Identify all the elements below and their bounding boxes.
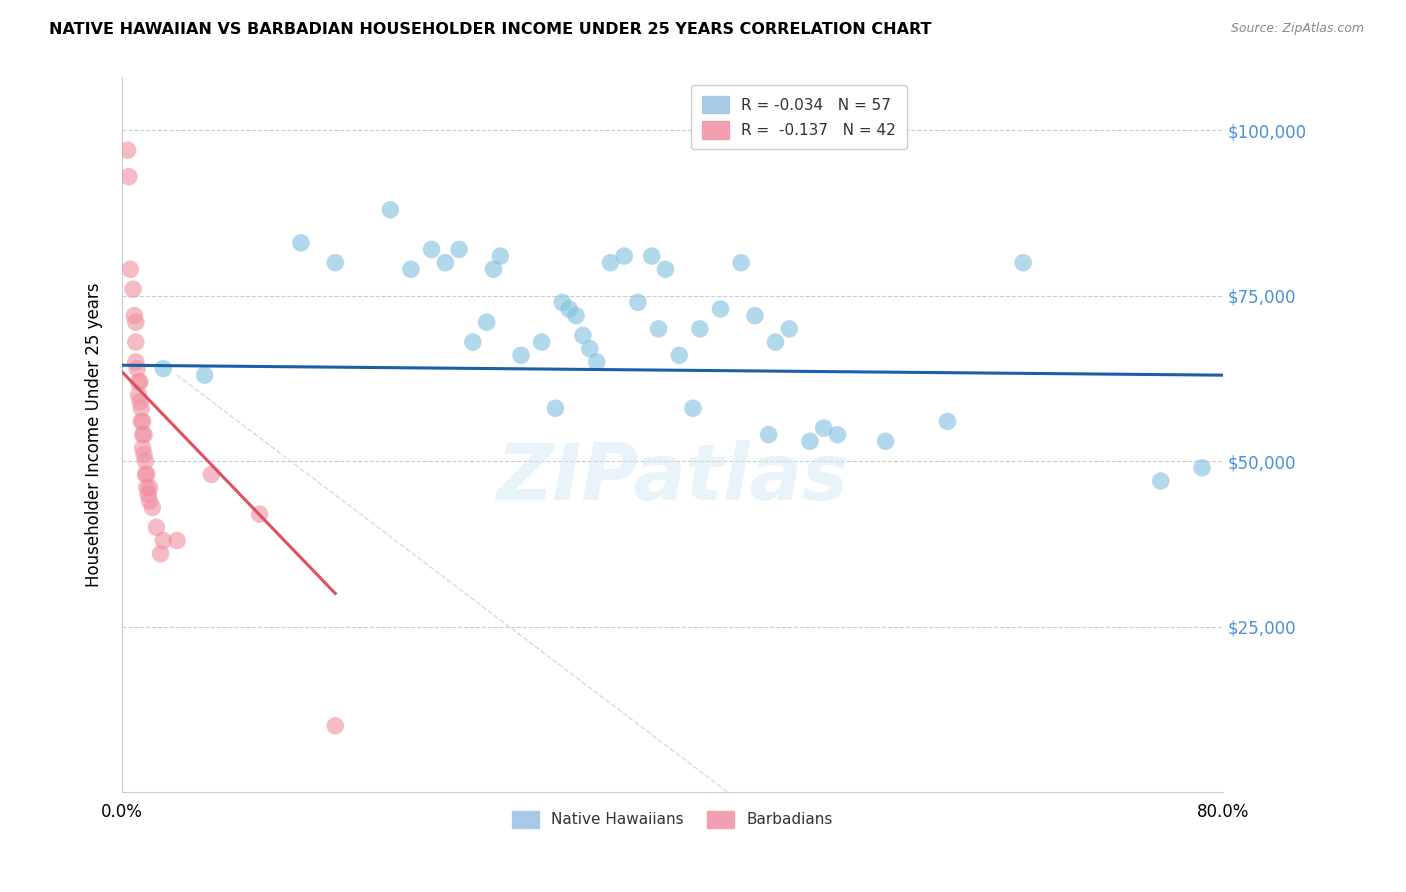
- Point: [778, 322, 800, 336]
- Point: [124, 309, 146, 323]
- Point: [530, 334, 553, 349]
- Point: [434, 255, 457, 269]
- Point: [689, 322, 711, 336]
- Point: [420, 243, 443, 257]
- Point: [138, 494, 160, 508]
- Point: [551, 295, 574, 310]
- Point: [152, 533, 174, 548]
- Point: [449, 243, 471, 257]
- Point: [131, 401, 153, 416]
- Point: [117, 143, 139, 157]
- Point: [125, 334, 148, 349]
- Point: [125, 355, 148, 369]
- Point: [641, 249, 664, 263]
- Point: [120, 262, 142, 277]
- Point: [813, 421, 835, 435]
- Point: [399, 262, 422, 277]
- Point: [936, 414, 959, 428]
- Point: [572, 328, 595, 343]
- Point: [135, 481, 157, 495]
- Point: [827, 427, 849, 442]
- Point: [578, 342, 600, 356]
- Point: [654, 262, 676, 277]
- Point: [194, 368, 217, 383]
- Point: [129, 375, 152, 389]
- Point: [132, 448, 155, 462]
- Point: [599, 255, 621, 269]
- Point: [129, 394, 152, 409]
- Point: [249, 507, 271, 521]
- Point: [482, 262, 505, 277]
- Point: [134, 454, 156, 468]
- Point: [128, 375, 150, 389]
- Point: [131, 414, 153, 428]
- Point: [122, 282, 145, 296]
- Point: [647, 322, 669, 336]
- Point: [1012, 255, 1035, 269]
- Point: [200, 467, 222, 482]
- Text: NATIVE HAWAIIAN VS BARBADIAN HOUSEHOLDER INCOME UNDER 25 YEARS CORRELATION CHART: NATIVE HAWAIIAN VS BARBADIAN HOUSEHOLDER…: [49, 22, 932, 37]
- Point: [1191, 460, 1213, 475]
- Point: [323, 719, 346, 733]
- Point: [510, 348, 533, 362]
- Point: [134, 467, 156, 482]
- Point: [613, 249, 636, 263]
- Point: [585, 355, 607, 369]
- Point: [558, 301, 581, 316]
- Point: [565, 309, 588, 323]
- Point: [149, 547, 172, 561]
- Point: [744, 309, 766, 323]
- Point: [627, 295, 650, 310]
- Y-axis label: Householder Income Under 25 years: Householder Income Under 25 years: [86, 283, 103, 587]
- Point: [131, 441, 153, 455]
- Point: [682, 401, 704, 416]
- Point: [131, 427, 153, 442]
- Point: [125, 315, 148, 329]
- Point: [1150, 474, 1173, 488]
- Point: [132, 427, 155, 442]
- Point: [380, 202, 402, 217]
- Point: [875, 434, 897, 449]
- Point: [152, 361, 174, 376]
- Point: [709, 301, 731, 316]
- Point: [668, 348, 690, 362]
- Point: [461, 334, 484, 349]
- Text: ZIPatlas: ZIPatlas: [496, 440, 848, 516]
- Point: [127, 361, 149, 376]
- Legend: Native Hawaiians, Barbadians: Native Hawaiians, Barbadians: [506, 805, 839, 834]
- Point: [145, 520, 167, 534]
- Point: [544, 401, 567, 416]
- Point: [118, 169, 141, 184]
- Point: [730, 255, 752, 269]
- Point: [136, 487, 159, 501]
- Point: [135, 467, 157, 482]
- Point: [799, 434, 821, 449]
- Point: [489, 249, 512, 263]
- Point: [138, 481, 160, 495]
- Point: [131, 414, 153, 428]
- Point: [765, 334, 787, 349]
- Point: [128, 388, 150, 402]
- Point: [475, 315, 498, 329]
- Point: [758, 427, 780, 442]
- Point: [166, 533, 188, 548]
- Text: Source: ZipAtlas.com: Source: ZipAtlas.com: [1230, 22, 1364, 36]
- Point: [290, 235, 312, 250]
- Point: [141, 500, 163, 515]
- Point: [323, 255, 346, 269]
